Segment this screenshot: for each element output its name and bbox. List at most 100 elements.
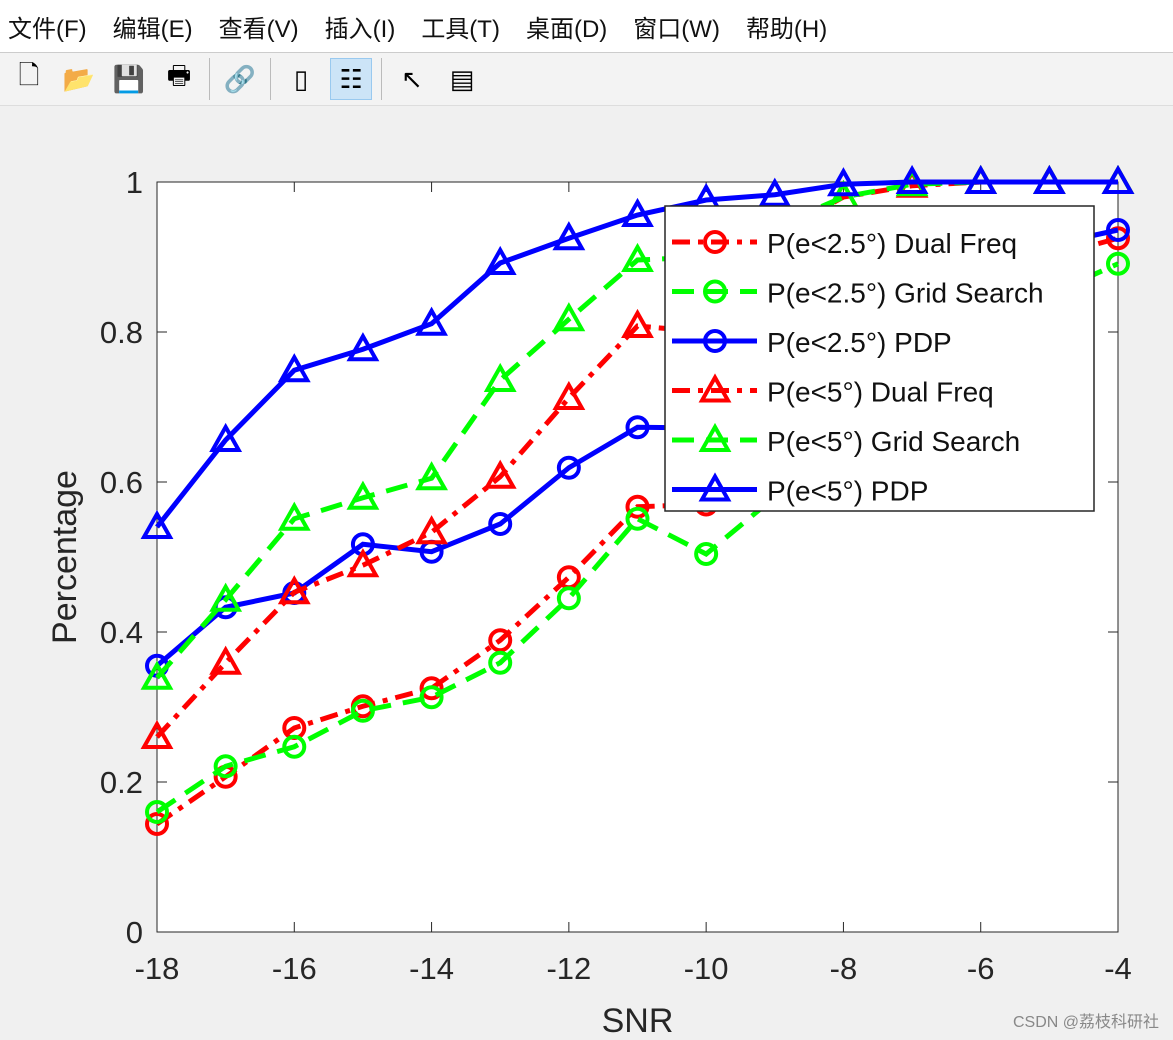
legend-marker bbox=[698, 373, 732, 403]
data-point bbox=[1101, 164, 1135, 194]
y-axis-label: Percentage bbox=[46, 470, 84, 644]
x-tick-label: -16 bbox=[272, 951, 317, 986]
data-point bbox=[621, 308, 654, 338]
data-point bbox=[1106, 251, 1130, 276]
legend-label: P(e<5°) Grid Search bbox=[767, 426, 1020, 457]
print-icon[interactable]: 🖶 bbox=[166, 60, 192, 90]
chart: -18 -16 -14 -12 -10 -8 -6 -4 0 0.2 0.4 0.6 0.8 1 SNR Pe… bbox=[46, 164, 1135, 1040]
data-point bbox=[209, 582, 243, 612]
data-point bbox=[483, 245, 517, 275]
data-point bbox=[277, 501, 311, 531]
y-tick-label: 0.4 bbox=[100, 615, 143, 650]
legend-label: P(e<2.5°) Dual Freq bbox=[767, 228, 1017, 259]
data-point bbox=[277, 575, 311, 605]
data-point bbox=[488, 512, 513, 536]
data-point bbox=[552, 380, 586, 410]
colorbar-icon[interactable]: ▯ bbox=[293, 63, 309, 94]
menu-item[interactable]: 文件(F) bbox=[8, 15, 87, 43]
data-point bbox=[1106, 218, 1130, 242]
legend-marker bbox=[703, 329, 727, 353]
data-point bbox=[758, 177, 792, 207]
new-file-icon[interactable]: 🗋 bbox=[18, 60, 40, 90]
legend-label: P(e<2.5°) PDP bbox=[767, 327, 952, 358]
menu-item[interactable]: 插入(I) bbox=[324, 15, 396, 43]
menu-item[interactable]: 编辑(E) bbox=[112, 15, 193, 43]
pointer-icon[interactable]: ↖ bbox=[401, 63, 423, 94]
data-point bbox=[277, 353, 311, 383]
data-point bbox=[145, 800, 169, 824]
menu-item[interactable]: 工具(T) bbox=[421, 15, 500, 43]
legend-label: P(e<2.5°) Grid Search bbox=[767, 278, 1044, 309]
toolbar-separator bbox=[209, 58, 210, 100]
data-point bbox=[346, 480, 380, 510]
legend-icon[interactable]: ☷ bbox=[330, 58, 372, 100]
data-point bbox=[488, 650, 513, 675]
data-point bbox=[552, 221, 586, 251]
legend-marker bbox=[703, 279, 727, 304]
x-axis-label: SNR bbox=[602, 1002, 674, 1040]
data-point bbox=[556, 455, 581, 480]
legend bbox=[664, 205, 1095, 512]
x-tick-label: -10 bbox=[684, 951, 729, 986]
data-point bbox=[483, 362, 517, 392]
legend-marker bbox=[698, 472, 732, 502]
data-point bbox=[488, 628, 513, 653]
x-tick-label: -6 bbox=[967, 951, 995, 986]
toolbar-separator bbox=[270, 58, 271, 100]
data-point bbox=[415, 461, 448, 491]
menu-item[interactable]: 窗口(W) bbox=[633, 15, 720, 43]
series-line bbox=[155, 179, 1118, 529]
data-point bbox=[556, 586, 581, 611]
legend-label: P(e<5°) PDP bbox=[767, 476, 928, 507]
property-inspector-icon[interactable]: ▤ bbox=[449, 63, 475, 94]
watermark: CSDN @荔枝科研社 bbox=[1012, 1014, 1159, 1031]
toolbar-separator bbox=[381, 58, 382, 100]
save-icon[interactable]: 💾 bbox=[112, 63, 146, 94]
data-point bbox=[1032, 164, 1066, 194]
data-point bbox=[415, 515, 448, 545]
menu-bar: 文件(F) 编辑(E) 查看(V) 插入(I) 工具(T) 桌面(D) 窗口(W) 帮助(H) bbox=[0, 0, 1173, 53]
x-tick-label: -8 bbox=[830, 951, 858, 986]
link-plot-icon[interactable]: 🔗 bbox=[223, 63, 257, 94]
legend-marker bbox=[698, 422, 732, 452]
open-folder-icon[interactable]: 📂 bbox=[62, 63, 96, 94]
data-point bbox=[140, 509, 174, 539]
menu-item[interactable]: 帮助(H) bbox=[745, 15, 828, 43]
data-point bbox=[209, 422, 243, 452]
data-point bbox=[625, 506, 650, 531]
y-tick-label: 1 bbox=[126, 165, 143, 200]
data-point bbox=[346, 548, 380, 578]
data-point bbox=[621, 242, 654, 272]
data-point bbox=[346, 332, 380, 362]
data-point bbox=[350, 698, 375, 723]
data-point bbox=[282, 734, 307, 759]
data-point bbox=[895, 164, 929, 194]
data-point bbox=[625, 494, 650, 519]
menu-item[interactable]: 桌面(D) bbox=[525, 15, 608, 43]
data-point bbox=[145, 812, 169, 836]
data-point bbox=[213, 754, 238, 779]
y-tick-label: 0.2 bbox=[100, 765, 143, 800]
data-point bbox=[964, 164, 998, 194]
y-tick-label: 0 bbox=[126, 915, 143, 950]
data-point bbox=[483, 459, 517, 489]
x-tick-label: -12 bbox=[546, 951, 591, 986]
toolbar: 🗋 📂 💾 🖶 🔗 ▯ ☷ ↖ ▤ bbox=[0, 53, 1173, 106]
data-point bbox=[621, 197, 654, 227]
legend-label: P(e<5°) Dual Freq bbox=[767, 377, 994, 408]
data-point bbox=[1106, 226, 1130, 251]
data-point bbox=[209, 645, 243, 675]
data-point bbox=[415, 306, 448, 336]
data-point bbox=[419, 685, 444, 710]
menu-item[interactable]: 查看(V) bbox=[218, 15, 299, 43]
data-point bbox=[625, 415, 650, 440]
data-point bbox=[694, 542, 719, 566]
x-tick-label: -18 bbox=[135, 951, 180, 986]
data-point bbox=[140, 660, 174, 690]
data-point bbox=[552, 302, 586, 332]
data-point bbox=[140, 719, 174, 749]
x-tick-label: -4 bbox=[1104, 951, 1132, 986]
x-tick-label: -14 bbox=[409, 951, 454, 986]
data-point bbox=[419, 676, 444, 701]
series-line bbox=[155, 261, 1120, 815]
